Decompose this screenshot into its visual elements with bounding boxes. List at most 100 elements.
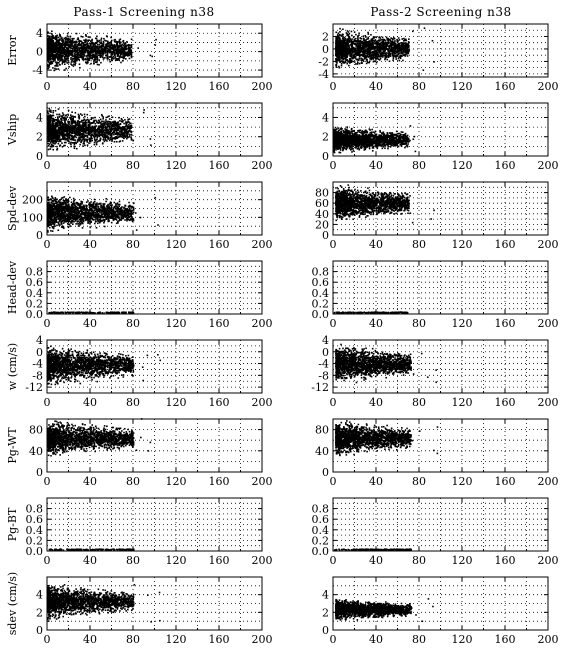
scatter-point	[118, 130, 121, 132]
scatter-point	[345, 32, 348, 34]
scatter-point	[431, 39, 434, 42]
scatter-point	[336, 46, 339, 49]
scatter-point	[128, 126, 130, 128]
scatter-point	[56, 149, 58, 151]
scatter-point	[58, 140, 60, 143]
scatter-point	[361, 51, 364, 54]
scatter-point	[66, 40, 68, 43]
scatter-point	[112, 46, 115, 49]
scatter-point	[366, 50, 369, 53]
scatter-point	[51, 114, 54, 117]
scatter-point	[71, 119, 73, 121]
scatter-point	[347, 52, 350, 55]
scatter-point	[65, 55, 68, 57]
scatter-point	[337, 56, 339, 59]
scatter-point	[65, 117, 67, 120]
y-tick-label: -4	[32, 64, 43, 77]
scatter-point	[89, 50, 92, 53]
scatter-point	[119, 42, 121, 45]
scatter-point	[59, 55, 62, 57]
scatter-point	[91, 39, 93, 42]
scatter-point	[62, 41, 64, 44]
scatter-point	[335, 38, 337, 40]
scatter-point	[86, 58, 89, 60]
scatter-point	[394, 49, 397, 51]
scatter-point	[78, 130, 81, 132]
scatter-point	[47, 37, 50, 40]
scatter-point	[74, 47, 76, 50]
scatter-point	[382, 41, 384, 43]
scatter-point	[108, 124, 110, 127]
column-title-pass2: Pass-2 Screening n38	[370, 5, 511, 19]
scatter-point	[383, 48, 386, 50]
scatter-point	[116, 123, 118, 126]
scatter-point	[360, 48, 363, 50]
scatter-point	[119, 133, 121, 136]
scatter-point	[63, 56, 66, 58]
scatter-point	[130, 46, 132, 49]
scatter-point	[88, 137, 91, 140]
scatter-point	[94, 132, 97, 134]
scatter-point	[365, 36, 367, 38]
scatter-point	[94, 125, 97, 128]
scatter-point	[338, 44, 340, 47]
scatter-point	[55, 131, 58, 133]
scatter-point	[353, 40, 356, 43]
scatter-point	[76, 38, 79, 41]
scatter-point	[342, 39, 345, 42]
scatter-point	[75, 40, 77, 43]
scatter-point	[91, 45, 93, 47]
scatter-point	[394, 44, 396, 46]
scatter-point	[47, 57, 49, 59]
scatter-point	[47, 110, 49, 112]
scatter-point	[339, 58, 341, 61]
scatter-point	[86, 62, 88, 65]
scatter-point	[111, 59, 113, 62]
scatter-point	[52, 114, 55, 117]
scatter-point	[83, 131, 86, 133]
scatter-point	[68, 41, 70, 44]
scatter-point	[123, 52, 126, 54]
scatter-point	[105, 45, 107, 47]
scatter-point	[96, 51, 98, 54]
scatter-point	[76, 124, 79, 127]
scatter-point	[93, 48, 96, 50]
scatter-point	[366, 48, 369, 51]
scatter-point	[110, 41, 112, 44]
scatter-point	[92, 129, 94, 131]
scatter-point	[99, 54, 101, 56]
scatter-point	[369, 41, 371, 44]
scatter-point	[120, 130, 123, 132]
scatter-point	[340, 57, 343, 60]
scatter-point	[377, 41, 379, 44]
scatter-point	[69, 47, 72, 49]
scatter-point	[356, 63, 359, 65]
scatter-point	[48, 36, 51, 39]
scatter-point	[335, 66, 338, 68]
scatter-point	[92, 121, 95, 124]
scatter-point	[401, 48, 403, 50]
scatter-point	[57, 58, 59, 61]
scatter-point	[69, 52, 72, 55]
scatter-point	[55, 36, 57, 39]
scatter-point	[59, 64, 61, 66]
scatter-point	[375, 51, 378, 53]
scatter-point	[88, 46, 90, 49]
scatter-point	[347, 37, 350, 40]
scatter-point	[339, 27, 341, 30]
scatter-point	[96, 55, 98, 57]
scatter-point	[349, 38, 352, 40]
scatter-point	[88, 52, 91, 54]
scatter-point	[49, 110, 51, 113]
scatter-point	[97, 48, 100, 50]
scatter-point	[374, 55, 377, 57]
scatter-point	[87, 131, 89, 133]
scatter-point	[73, 40, 76, 43]
scatter-point	[61, 127, 64, 130]
scatter-point	[382, 55, 384, 58]
scatter-point	[389, 55, 392, 57]
scatter-point	[90, 62, 92, 65]
scatter-point	[398, 59, 401, 62]
scatter-point	[382, 50, 385, 53]
scatter-point	[65, 67, 67, 70]
